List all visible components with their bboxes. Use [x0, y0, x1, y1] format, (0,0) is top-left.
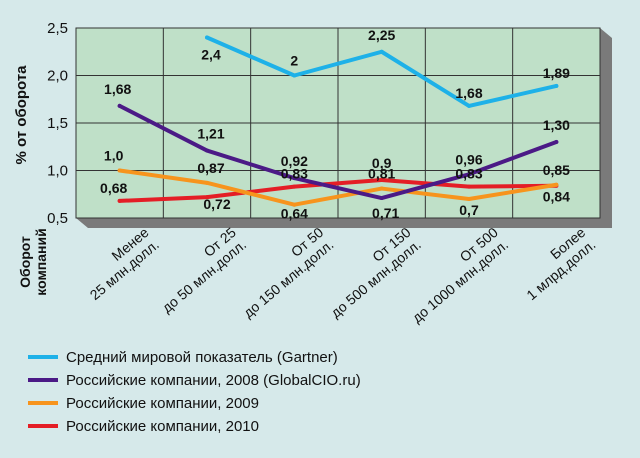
- data-point: [205, 35, 209, 40]
- data-point: [292, 176, 297, 181]
- data-point: [379, 49, 384, 54]
- data-point: [117, 198, 122, 203]
- data-point: [379, 196, 384, 201]
- data-point: [467, 197, 471, 201]
- data-label: 0,84: [543, 189, 570, 205]
- data-point: [379, 178, 384, 182]
- data-label: 1,21: [197, 126, 224, 142]
- y-axis-label: % от оборота: [13, 65, 30, 165]
- data-label: 0,85: [543, 162, 570, 178]
- x-category-label: Менее25 млн.долл.: [76, 224, 162, 303]
- data-point: [467, 184, 471, 189]
- data-point: [554, 83, 559, 88]
- x-category-label: От 25до 50 млн.долл.: [149, 224, 250, 316]
- data-point: [205, 148, 209, 153]
- data-point: [292, 184, 297, 189]
- y-tick-label: 1,0: [47, 163, 68, 180]
- data-point: [205, 180, 209, 185]
- data-label: 2,4: [201, 47, 221, 63]
- legend-label: Российские компании, 2008 (GlobalCIO.ru): [66, 372, 361, 389]
- data-label: 1,0: [104, 148, 124, 164]
- data-point: [467, 103, 471, 108]
- y-tick-label: 0,5: [47, 210, 68, 227]
- series-line: [117, 103, 559, 201]
- data-label: 0,83: [455, 166, 482, 182]
- data-point: [554, 140, 559, 144]
- data-label: 1,68: [455, 85, 482, 101]
- x-category-label: От 150до 500 млн.долл.: [317, 224, 424, 321]
- x-category-label: Более1 млрд.долл.: [513, 224, 599, 303]
- data-label: 0,87: [197, 160, 224, 176]
- data-label: 0,83: [281, 166, 308, 182]
- legend-label: Средний мировой показатель (Gartner): [66, 349, 338, 366]
- data-point: [205, 195, 209, 200]
- data-point: [117, 103, 122, 108]
- data-label: 0,64: [281, 206, 308, 222]
- y-tick-label: 2,5: [47, 20, 68, 37]
- data-label: 0,68: [100, 180, 127, 196]
- y-tick-label: 1,5: [47, 115, 68, 132]
- data-point: [292, 202, 297, 207]
- side-label-line: компаний: [33, 228, 49, 295]
- data-label: 0,81: [368, 166, 395, 182]
- side-label-line: Оборот: [17, 236, 33, 288]
- data-label: 1,68: [104, 81, 131, 97]
- data-label: 0,92: [281, 153, 308, 169]
- x-category-label: От 50до 150 млн.долл.: [230, 224, 337, 321]
- data-label: 0,7: [459, 202, 479, 218]
- y-tick-label: 2,0: [47, 68, 68, 85]
- data-label: 0,71: [372, 205, 399, 221]
- data-point: [117, 168, 122, 173]
- series-line: [117, 168, 559, 207]
- data-label: 1,30: [543, 117, 570, 133]
- data-label: 0,72: [203, 196, 230, 212]
- data-point: [292, 73, 297, 78]
- data-label: 1,89: [543, 65, 570, 81]
- data-label: 0,9: [372, 155, 392, 171]
- legend-label: Российские компании, 2009: [66, 395, 259, 412]
- data-label: 2,25: [368, 27, 395, 43]
- data-point: [554, 182, 559, 187]
- data-point: [467, 172, 471, 177]
- series-line: [117, 178, 559, 203]
- legend-label: Российские компании, 2010: [66, 418, 259, 435]
- data-point: [379, 186, 384, 191]
- data-label: 0,96: [455, 151, 482, 167]
- data-label: 2: [290, 53, 298, 69]
